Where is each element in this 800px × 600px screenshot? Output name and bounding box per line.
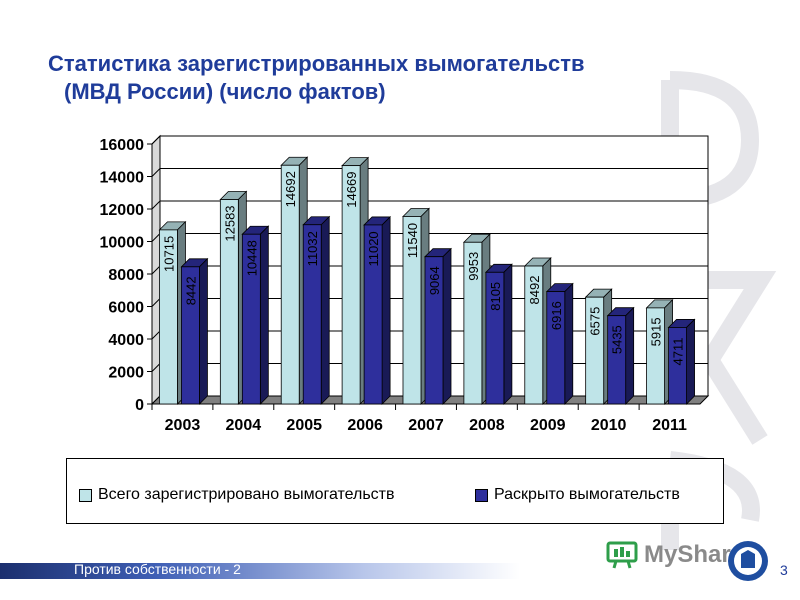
bar — [424, 256, 444, 405]
x-tick-label: 2005 — [286, 417, 322, 434]
bar — [181, 266, 200, 405]
bar — [363, 224, 383, 405]
data-label: 8442 — [183, 276, 198, 305]
data-label: 14692 — [283, 171, 298, 207]
bar — [463, 241, 483, 405]
data-label: 9064 — [427, 266, 442, 295]
bar — [219, 199, 239, 405]
x-tick-label: 2011 — [652, 417, 687, 434]
x-tick-label: 2009 — [530, 417, 566, 434]
data-label: 5915 — [649, 317, 664, 346]
legend-swatch-solved — [475, 488, 488, 502]
data-label: 8105 — [488, 282, 503, 311]
y-tick-label: 2000 — [108, 365, 144, 382]
legend-label-solved: Раскрыто вымогательств — [494, 486, 680, 503]
bar-side — [686, 318, 695, 405]
footer-text: Против собственности - 2 — [74, 561, 241, 577]
y-tick-label: 14000 — [100, 170, 145, 187]
legend-item-solved: Раскрыто вымогательств — [475, 486, 680, 504]
bar-side — [564, 282, 574, 405]
university-emblem-icon — [728, 541, 768, 581]
bar-side — [381, 215, 391, 405]
bar-side — [259, 225, 269, 405]
footer-bar — [0, 563, 520, 579]
bar-side — [503, 263, 513, 405]
data-label: 14669 — [344, 172, 359, 208]
bar-side — [320, 215, 330, 405]
bar — [302, 224, 322, 405]
data-label: 8492 — [527, 276, 542, 305]
data-label: 5435 — [610, 325, 625, 354]
bar-side — [199, 257, 208, 405]
y-tick-label: 16000 — [100, 137, 145, 154]
x-tick-label: 2004 — [226, 417, 262, 434]
y-tick-label: 6000 — [108, 300, 144, 317]
bar — [241, 233, 261, 405]
bar-side — [442, 247, 452, 405]
data-label: 6575 — [588, 307, 603, 336]
bar — [546, 291, 566, 405]
bar — [668, 327, 687, 405]
x-tick-label: 2008 — [469, 417, 505, 434]
y-tick-label: 0 — [135, 397, 144, 414]
data-label: 11032 — [305, 231, 320, 266]
y-tick-label: 4000 — [108, 332, 144, 349]
page-number: 3 — [780, 562, 788, 578]
title-line-2: (МВД России) (число фактов) — [64, 78, 386, 104]
bar — [341, 165, 361, 405]
bar-chart: 0 2000 4000 6000 8000 10000 12000 14000 16000 200… — [100, 134, 710, 434]
title-line-1: Статистика зарегистрированных вымогатель… — [48, 51, 585, 76]
legend-swatch-total — [79, 488, 92, 502]
data-label: 11540 — [405, 223, 420, 258]
data-label: 10715 — [161, 236, 176, 272]
bar — [159, 229, 178, 405]
bar — [485, 271, 505, 405]
bar — [607, 315, 627, 405]
myshared-logo-icon — [606, 541, 638, 569]
data-label: 6916 — [549, 301, 564, 330]
data-label: 10448 — [244, 240, 259, 276]
x-tick-label: 2006 — [347, 417, 383, 434]
data-label: 9953 — [466, 252, 481, 281]
gridline — [151, 168, 708, 177]
chart-legend: Всего зарегистрировано вымогательств Рас… — [66, 458, 724, 524]
bar — [280, 164, 300, 405]
data-label: 12583 — [222, 205, 237, 241]
slide-title: Статистика зарегистрированных вымогатель… — [48, 50, 748, 105]
x-tick-label: 2003 — [165, 417, 201, 434]
bar — [402, 216, 422, 405]
x-tick-label: 2007 — [408, 417, 444, 434]
gridline — [151, 200, 708, 210]
bar — [585, 296, 605, 405]
y-tick-label: 8000 — [108, 267, 144, 284]
y-tick-label: 12000 — [100, 202, 145, 219]
data-label: 4711 — [671, 337, 686, 365]
bar — [646, 307, 665, 405]
y-tick-label: 10000 — [100, 235, 145, 252]
gridline — [151, 135, 708, 145]
bar — [524, 265, 544, 405]
x-tick-label: 2010 — [591, 417, 627, 434]
legend-item-total: Всего зарегистрировано вымогательств — [79, 486, 395, 504]
data-label: 11020 — [366, 231, 381, 266]
legend-label-total: Всего зарегистрировано вымогательств — [98, 486, 395, 503]
bar-side — [625, 306, 635, 405]
